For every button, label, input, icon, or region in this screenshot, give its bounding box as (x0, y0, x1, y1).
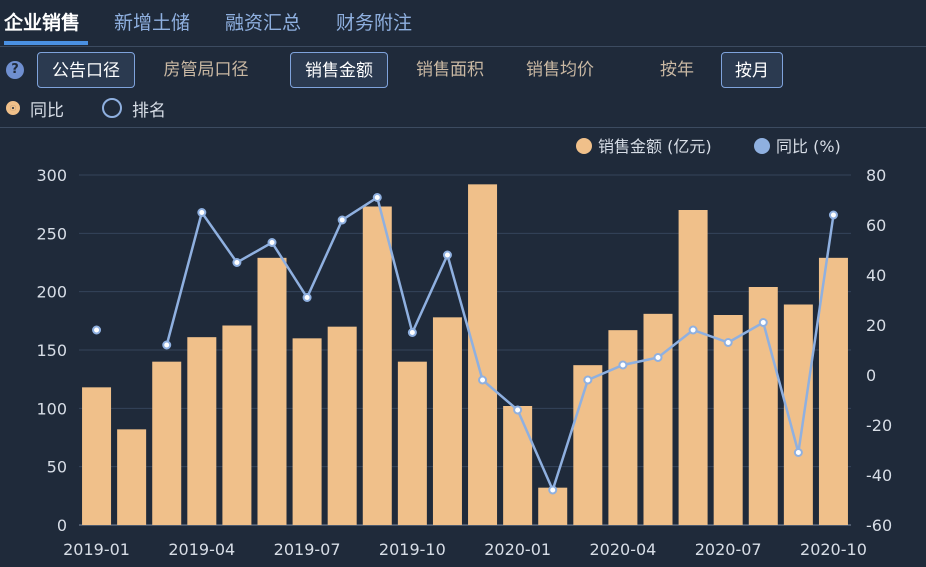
x-axis-tick-label: 2020-07 (695, 540, 762, 559)
toolbar-divider (0, 127, 926, 128)
bar (468, 184, 498, 526)
rank-radio[interactable]: 排名 (102, 97, 166, 121)
legend-bar-label: 销售金额 (亿元) (598, 137, 712, 156)
right-axis-tick-label: 20 (866, 316, 886, 335)
yoy-point (302, 293, 312, 302)
bar (573, 365, 603, 525)
legend-line-icon (754, 138, 770, 154)
housing-bureau-caliber-button[interactable]: 房管局口径 (163, 60, 249, 80)
right-axis-tick-label: -20 (866, 416, 892, 435)
bar (327, 326, 357, 525)
tab-bar: 企业销售 新增土储 融资汇总 财务附注 (0, 0, 926, 47)
active-tab-indicator (4, 41, 88, 45)
left-axis-tick-label: 50 (47, 458, 67, 477)
left-axis-tick-label: 150 (36, 341, 67, 360)
yoy-point (337, 215, 347, 225)
yoy-point (513, 405, 523, 415)
yoy-radio-label: 同比 (30, 100, 64, 121)
yoy-point (688, 325, 698, 335)
yoy-line (165, 195, 835, 494)
right-axis-tick-label: -40 (866, 466, 892, 485)
x-axis-tick-label: 2019-07 (274, 540, 341, 559)
left-axis-tick-label: 250 (36, 224, 67, 243)
bar (257, 257, 287, 525)
bar (152, 361, 182, 525)
bar (713, 315, 743, 525)
right-axis-tick-label: 0 (866, 366, 876, 385)
radio-checked-icon (6, 101, 20, 115)
yoy-point (372, 193, 382, 202)
bar (117, 429, 147, 525)
bar (503, 406, 533, 525)
right-axis-tick-label: 60 (866, 216, 886, 235)
yoy-point (723, 338, 733, 347)
yoy-point (442, 250, 452, 260)
yoy-point (92, 325, 102, 335)
tab-financing-summary[interactable]: 融资汇总 (225, 12, 302, 34)
x-axis-tick-label: 2019-10 (379, 540, 446, 559)
yoy-point (232, 258, 242, 267)
bar (397, 361, 427, 525)
left-axis-tick-label: 300 (36, 166, 67, 185)
bar (678, 210, 708, 525)
by-month-button[interactable]: 按月 (721, 52, 783, 88)
bar (818, 257, 848, 525)
right-axis-tick-label: 40 (866, 266, 886, 285)
x-axis-tick-label: 2020-04 (589, 540, 656, 559)
left-axis-tick-label: 100 (36, 399, 67, 418)
announce-caliber-button[interactable]: 公告口径 (37, 52, 135, 88)
yoy-point (267, 238, 277, 247)
yoy-point (478, 375, 488, 385)
bar (643, 313, 673, 525)
radio-unchecked-icon (102, 98, 122, 118)
bar (82, 387, 112, 525)
yoy-point (548, 485, 558, 495)
yoy-point (828, 210, 838, 220)
left-axis-tick-label: 0 (57, 516, 67, 535)
yoy-point (197, 208, 207, 217)
right-axis-tick-label: 80 (866, 166, 886, 185)
bar (187, 337, 217, 525)
bar (222, 325, 252, 525)
yoy-point (793, 448, 803, 457)
yoy-point (653, 353, 663, 362)
yoy-point (758, 318, 768, 327)
x-axis-tick-label: 2019-04 (168, 540, 235, 559)
rank-radio-label: 排名 (132, 100, 166, 121)
sales-area-button[interactable]: 销售面积 (416, 60, 484, 80)
yoy-point (618, 360, 628, 370)
bar (292, 338, 322, 525)
avg-price-button[interactable]: 销售均价 (526, 60, 594, 80)
bar (432, 317, 462, 525)
left-axis-tick-label: 200 (36, 283, 67, 302)
tab-enterprise-sales[interactable]: 企业销售 (4, 12, 81, 34)
x-axis-tick-label: 2020-01 (484, 540, 551, 559)
bar (608, 330, 638, 525)
right-axis-tick-label: -60 (866, 516, 892, 535)
sales-amount-button[interactable]: 销售金额 (290, 52, 388, 88)
x-axis-tick-label: 2020-10 (800, 540, 867, 559)
help-icon[interactable]: ? (6, 61, 24, 79)
yoy-point (407, 328, 417, 337)
bar (362, 206, 392, 525)
yoy-point (162, 340, 172, 350)
legend-line-label: 同比 (%) (776, 137, 841, 156)
by-year-button[interactable]: 按年 (660, 60, 694, 80)
yoy-point (583, 375, 593, 385)
tab-financial-notes[interactable]: 财务附注 (336, 12, 413, 34)
x-axis-tick-label: 2019-01 (63, 540, 130, 559)
tab-new-land-reserve[interactable]: 新增土储 (114, 12, 191, 34)
yoy-radio[interactable]: 同比 (6, 97, 64, 121)
legend-bar-icon (576, 138, 592, 154)
